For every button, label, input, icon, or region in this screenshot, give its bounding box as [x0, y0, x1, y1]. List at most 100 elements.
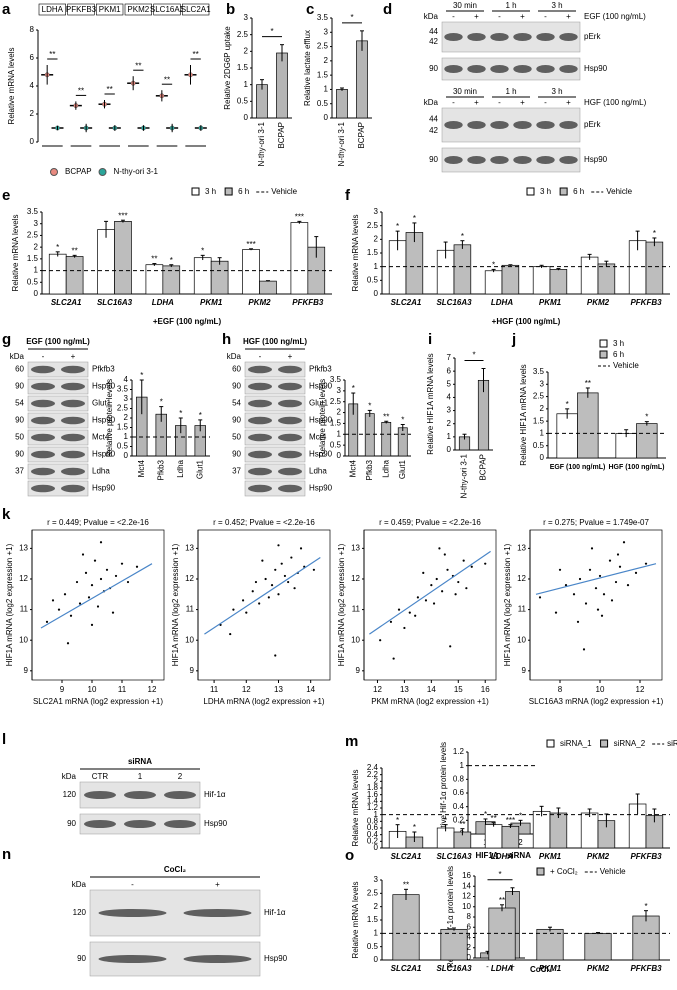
legend-label: 6 h: [613, 350, 624, 359]
x-tick-label: 11: [210, 685, 219, 694]
bar: [97, 229, 115, 295]
y-tick-label: 10: [517, 635, 526, 644]
category-box: [38, 3, 66, 16]
point: [465, 587, 468, 590]
x-axis-label: PKM mRNA (log2 expression +1): [371, 697, 489, 706]
lane-label: CTR: [92, 772, 109, 781]
y-tick-label: 4: [467, 933, 472, 942]
x-tick-label: +: [510, 962, 515, 971]
point: [81, 553, 85, 556]
lane-label: +: [474, 12, 479, 21]
bar: [636, 423, 658, 459]
y-tick-label: 2.5: [533, 392, 545, 401]
y-tick-label: 10: [19, 635, 28, 644]
point: [449, 645, 452, 648]
point: [389, 620, 393, 623]
point: [63, 593, 67, 596]
blot-band: [98, 909, 167, 917]
kda-value: 90: [15, 416, 24, 425]
legend-label: siRNA_1: [560, 739, 592, 748]
kda-label: kDa: [424, 12, 439, 21]
y-tick-label: 0: [467, 953, 472, 962]
kda-value: 90: [429, 64, 438, 73]
x-tick-label: 13: [274, 685, 283, 694]
point: [462, 559, 465, 562]
y-tick-label: 12: [185, 574, 194, 583]
legend-label: N-thy-ori 3-1: [114, 167, 159, 176]
significance: ***: [506, 816, 515, 825]
x-axis-label: SLC2A1 mRNA (log2 expression +1): [33, 697, 163, 706]
band-name: Hsp90: [584, 64, 608, 73]
y-axis-label: Relative mRNA levels: [351, 882, 360, 959]
point: [245, 611, 248, 614]
panel-letter: g: [2, 331, 11, 348]
point: [616, 553, 620, 556]
band-name: Hsp90: [92, 450, 116, 459]
point: [446, 568, 449, 571]
bar: [364, 413, 375, 457]
blot-band: [536, 156, 555, 164]
y-tick-label: 0.5: [117, 442, 129, 451]
x-tick-label: N-thy-ori 3-1: [337, 121, 346, 166]
point: [484, 562, 487, 565]
category-label: SLC2A1: [181, 5, 211, 14]
point: [78, 602, 82, 605]
blot-band: [248, 382, 272, 391]
blot-band: [61, 433, 85, 442]
category-box: [67, 3, 95, 16]
point: [254, 580, 258, 584]
legend-label: Vehicle: [271, 187, 297, 196]
annotation: r = 0.275; Pvalue = 1.749e-07: [543, 518, 649, 527]
blot-band: [536, 121, 555, 129]
blot-band: [61, 382, 85, 391]
blot-strip: [441, 57, 581, 81]
y-tick-label: 1.5: [367, 915, 379, 924]
bar: [336, 89, 348, 119]
band-name: Ldha: [92, 467, 110, 476]
y-tick-label: 3: [447, 406, 452, 415]
panel-letter: e: [2, 187, 10, 204]
kda-value: 90: [15, 450, 24, 459]
kda-label: kDa: [10, 352, 25, 361]
blot-band: [490, 156, 509, 164]
y-tick-label: 5: [447, 379, 452, 388]
point: [312, 568, 316, 571]
point: [634, 571, 638, 574]
point: [290, 556, 293, 559]
x-tick-label: 13: [400, 685, 409, 694]
bar: [440, 928, 468, 961]
plot-frame: [197, 529, 331, 681]
band-name: Mct4: [92, 433, 110, 442]
x-axis-label: +HGF (100 ng/mL): [492, 317, 561, 326]
point: [424, 599, 428, 602]
blot-header: EGF (100 ng/mL): [26, 337, 90, 346]
point: [293, 587, 296, 590]
point: [416, 596, 419, 599]
y-tick-label: 9: [356, 666, 361, 675]
annotation: r = 0.459; Pvalue = <2.2e-16: [379, 518, 481, 527]
y-tick-label: 11: [352, 605, 361, 614]
blot-band: [164, 820, 196, 828]
y-tick-label: 0.5: [367, 942, 379, 951]
point: [576, 620, 580, 623]
bar: [549, 812, 568, 849]
significance: ***: [246, 240, 255, 249]
blot-band: [559, 33, 578, 41]
legend-swatch: [599, 339, 608, 348]
band-name: Hsp90: [309, 450, 333, 459]
y-tick-label: 1.5: [367, 248, 379, 257]
x-tick-label: PFKFB3: [630, 298, 662, 307]
x-tick-label: 12: [373, 685, 382, 694]
legend-label: siRNA control: [667, 739, 677, 748]
legend-label: 3 h: [205, 187, 216, 196]
point: [274, 568, 277, 571]
y-tick-label: 2.2: [367, 770, 379, 779]
y-tick-label: 2: [540, 404, 545, 413]
significance: **: [490, 814, 496, 823]
y-axis-label: HIF1A mRNA (log2 expression +1): [171, 543, 180, 666]
y-tick-label: 0: [34, 289, 39, 298]
y-tick-label: 0.2: [453, 815, 465, 824]
blot-band: [164, 791, 196, 799]
point: [432, 602, 436, 605]
plot-frame: [31, 529, 165, 681]
